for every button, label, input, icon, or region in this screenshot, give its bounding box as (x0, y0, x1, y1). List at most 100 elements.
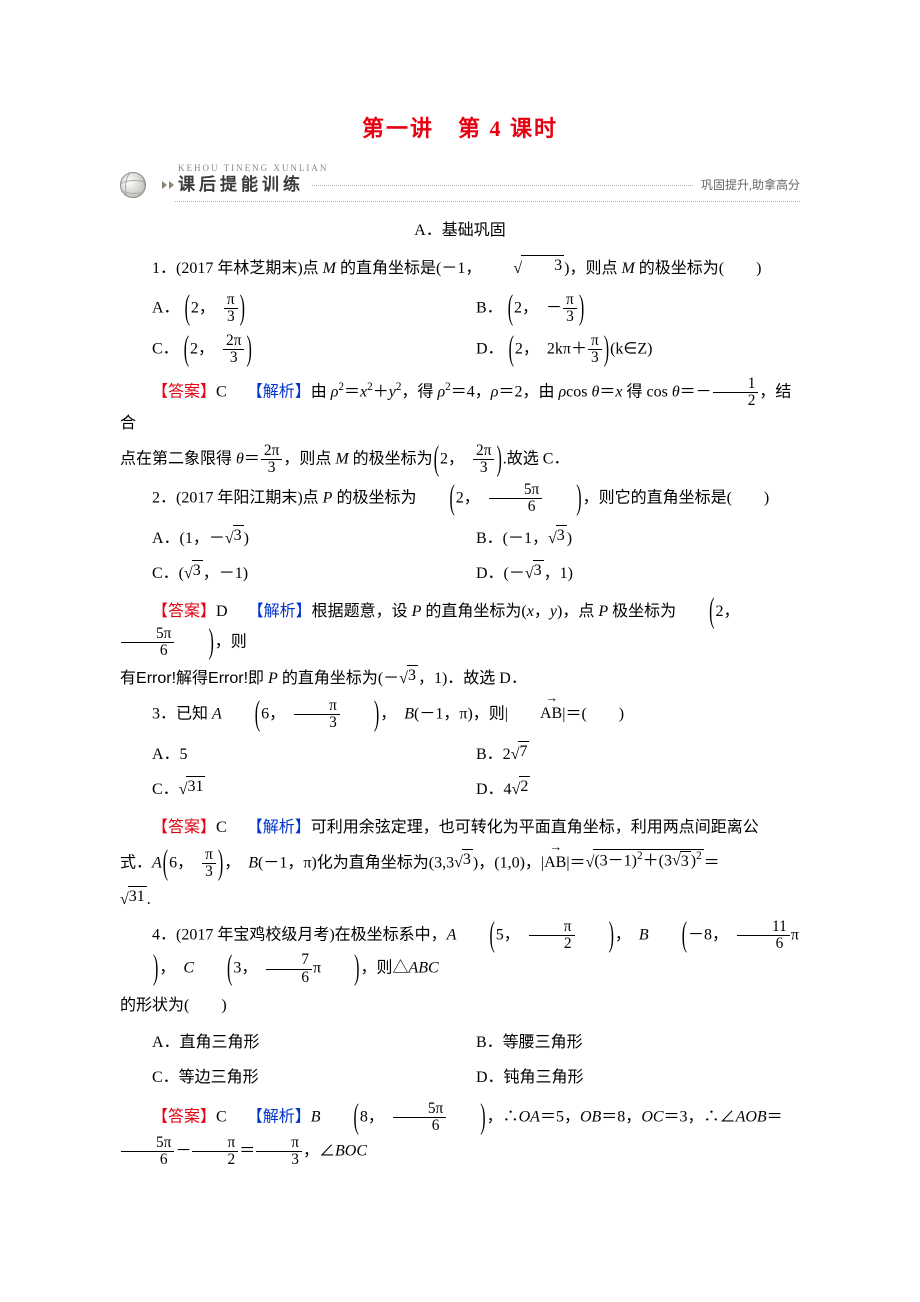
question-4-options: A．直角三角形 B．等腰三角形 C．等边三角形 D．钝角三角形 (152, 1025, 800, 1095)
text: ，∴ (487, 1109, 519, 1126)
triangle-icon (169, 181, 174, 189)
text: C．( (152, 565, 184, 582)
var: ABC (408, 960, 438, 977)
text: ，得 (401, 384, 437, 401)
text: ) (244, 530, 249, 547)
val: 5 (496, 926, 504, 943)
text: )，则点 (564, 260, 621, 277)
text: ＝4， (451, 384, 491, 401)
val: 2 (515, 340, 523, 357)
text: 有 (120, 670, 136, 687)
text: ，则点 (283, 450, 335, 467)
var: y (550, 603, 557, 620)
option-b: B．2√7 (476, 741, 800, 768)
text: ， (448, 450, 472, 467)
option-c: C．(√3，－1) (152, 560, 476, 587)
question-1-answer: 【答案】C 【解析】由 ρ2＝x2＋y2，得 ρ2＝4，ρ＝2，由 ρcos θ… (120, 376, 800, 436)
label: B． (476, 299, 503, 316)
text: ， (534, 603, 550, 620)
text: ，1) (544, 565, 573, 582)
sqrt: √3 (481, 255, 564, 282)
text: ＋ (373, 384, 389, 401)
error-text: Error! (136, 670, 176, 687)
option-b: B． (2， －π3) (476, 292, 800, 325)
text: D．4 (476, 781, 512, 798)
var: M (323, 260, 336, 277)
text: ＝ (239, 1142, 255, 1159)
text: ＝ (344, 384, 360, 401)
text: 3．已知 (152, 705, 212, 722)
text: .故选 C． (503, 450, 570, 467)
text: 的极坐标为 (349, 450, 433, 467)
option-a: A．直角三角形 (152, 1029, 476, 1056)
text: ， (380, 705, 404, 722)
option-a: A． (2， π3) (152, 292, 476, 325)
text: ，1)．故选 D． (418, 670, 527, 687)
option-b: B．等腰三角形 (476, 1029, 800, 1056)
text: ， (615, 926, 639, 943)
question-1-explain-cont: 点在第二象限得 θ＝2π3，则点 M 的极坐标为(2， 2π3).故选 C． (120, 443, 800, 476)
var: θ (236, 450, 244, 467)
text: 的直角坐标为( (421, 603, 526, 620)
text: ， (522, 299, 546, 316)
text: ， (224, 854, 248, 871)
answer-label: 【答案】 (152, 819, 216, 836)
text: － (546, 299, 562, 316)
vector: AB (544, 849, 566, 876)
text: ， (368, 1109, 392, 1126)
text: ，则| (473, 705, 508, 722)
text: 可利用余弦定理，也可转化为平面直角坐标，利用两点间距离公 (311, 819, 759, 836)
var: P (323, 489, 333, 506)
question-3-stem: 3．已知 A(6， π3)， B(－1，π)，则|AB|＝( ) (120, 698, 800, 731)
text: ＝8， (601, 1109, 641, 1126)
text: ＝5， (540, 1109, 580, 1126)
option-d: D．4√2 (476, 776, 800, 803)
label: A． (152, 299, 180, 316)
text: cos (566, 384, 591, 401)
var: OB (580, 1109, 601, 1126)
answer-value: D (216, 603, 228, 620)
var: B (639, 926, 649, 943)
question-2-stem: 2．(2017 年阳江期末)点 P 的极坐标为(2， 5π6)，则它的直角坐标是… (120, 482, 800, 515)
question-3-options: A．5 B．2√7 C．√31 D．4√2 (152, 737, 800, 807)
text: 的极坐标为 (332, 489, 416, 506)
text: 得 cos (622, 384, 671, 401)
text: ， (159, 960, 183, 977)
text: ＝ (767, 1109, 783, 1126)
text: － (175, 1142, 191, 1159)
question-4-answer: 【答案】C 【解析】B(8， 5π6)，∴OA＝5，OB＝8，OC＝3，∴∠AO… (120, 1101, 800, 1168)
var: P (268, 670, 278, 687)
text: 的极坐标为( ) (635, 260, 762, 277)
text: ，则它的直角坐标是( ) (583, 489, 770, 506)
val: 8 (360, 1109, 368, 1126)
option-a: A．5 (152, 741, 476, 768)
vector: AB (508, 700, 562, 727)
text: 化为直角坐标为(3,3 (317, 854, 454, 871)
var: y (389, 384, 396, 401)
text: ， (269, 705, 293, 722)
dotted-divider (175, 201, 800, 202)
text: ，则△ (360, 960, 408, 977)
text: |＝( ) (562, 705, 624, 722)
option-c: C．√31 (152, 776, 476, 803)
question-3-explain-2: 式．A(6， π3)， B(－1，π)化为直角坐标为(3,3√3)，(1,0)，… (120, 847, 800, 880)
explain-label: 【解析】 (247, 819, 311, 836)
text: ＝ (244, 450, 260, 467)
label: C． (152, 340, 179, 357)
var: OC (641, 1109, 663, 1126)
text: ， (199, 299, 223, 316)
text: ，－1) (203, 565, 248, 582)
text: π (313, 960, 321, 977)
text: A．(1，－ (152, 530, 225, 547)
explain-label: 【解析】 (247, 384, 311, 401)
var: P (412, 603, 422, 620)
option-c: C． (2， 2π3) (152, 333, 476, 366)
var: A (152, 854, 162, 871)
text: ＝3，∴∠ (664, 1109, 736, 1126)
text: ， (712, 926, 736, 943)
var: B (248, 854, 258, 871)
var: A (447, 926, 457, 943)
text: ＝ (704, 854, 720, 871)
text: ＝ (599, 384, 615, 401)
var: B (404, 705, 414, 722)
